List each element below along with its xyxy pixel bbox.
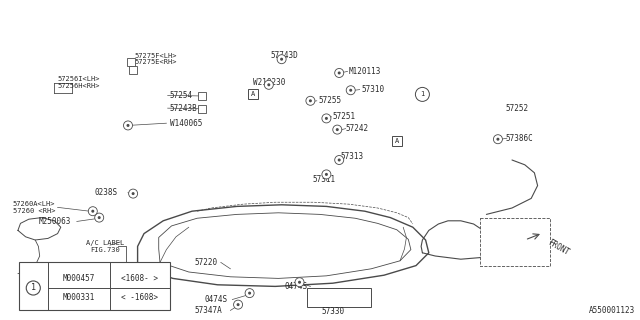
Circle shape bbox=[349, 89, 352, 92]
Text: W210230: W210230 bbox=[253, 78, 285, 87]
Text: W140065: W140065 bbox=[170, 119, 202, 128]
Circle shape bbox=[237, 303, 239, 306]
Text: 0474S: 0474S bbox=[284, 282, 307, 291]
Circle shape bbox=[277, 55, 286, 64]
Text: 57242: 57242 bbox=[346, 124, 369, 133]
Text: M120113: M120113 bbox=[349, 67, 381, 76]
Text: 1: 1 bbox=[420, 92, 424, 97]
Circle shape bbox=[325, 117, 328, 120]
Circle shape bbox=[88, 207, 97, 216]
Circle shape bbox=[497, 138, 499, 141]
Circle shape bbox=[309, 99, 312, 102]
Bar bbox=[127, 58, 135, 66]
Text: FRONT: FRONT bbox=[546, 238, 570, 258]
Text: A550001123: A550001123 bbox=[589, 306, 635, 315]
Text: 57252: 57252 bbox=[506, 104, 529, 113]
Text: 57254: 57254 bbox=[170, 91, 193, 100]
Circle shape bbox=[95, 213, 104, 222]
Circle shape bbox=[335, 156, 344, 164]
Circle shape bbox=[127, 124, 129, 127]
Text: 57255: 57255 bbox=[319, 96, 342, 105]
Text: 57743D: 57743D bbox=[271, 51, 299, 60]
Text: 57260A<LH>: 57260A<LH> bbox=[13, 201, 55, 207]
Text: M250063: M250063 bbox=[38, 217, 71, 226]
Bar bbox=[198, 92, 206, 100]
Circle shape bbox=[346, 86, 355, 95]
Circle shape bbox=[234, 300, 243, 309]
Text: 57313: 57313 bbox=[340, 152, 364, 161]
Circle shape bbox=[26, 281, 40, 295]
Text: 57311: 57311 bbox=[313, 175, 336, 184]
Bar bbox=[307, 288, 371, 307]
Circle shape bbox=[335, 68, 344, 77]
Text: 57256H<RH>: 57256H<RH> bbox=[58, 83, 100, 89]
Text: M000457: M000457 bbox=[63, 274, 95, 283]
Circle shape bbox=[306, 96, 315, 105]
Bar bbox=[19, 262, 170, 310]
Bar bbox=[392, 136, 402, 146]
Circle shape bbox=[132, 192, 134, 195]
Circle shape bbox=[336, 128, 339, 131]
Circle shape bbox=[338, 71, 340, 75]
Text: 57251: 57251 bbox=[333, 112, 356, 121]
Text: 57260 <RH>: 57260 <RH> bbox=[13, 208, 55, 213]
Text: 57310: 57310 bbox=[362, 85, 385, 94]
Circle shape bbox=[298, 281, 301, 284]
Text: A: A bbox=[395, 138, 399, 144]
Circle shape bbox=[338, 158, 340, 162]
Circle shape bbox=[268, 83, 270, 86]
Bar bbox=[198, 105, 206, 113]
Text: 57243B: 57243B bbox=[170, 104, 197, 113]
Circle shape bbox=[325, 173, 328, 176]
Circle shape bbox=[333, 125, 342, 134]
Circle shape bbox=[493, 135, 502, 144]
Circle shape bbox=[322, 170, 331, 179]
Text: FIG.730: FIG.730 bbox=[91, 247, 120, 252]
Circle shape bbox=[92, 210, 94, 213]
Circle shape bbox=[264, 80, 273, 89]
Text: 57347A: 57347A bbox=[195, 306, 223, 315]
Text: 57256I<LH>: 57256I<LH> bbox=[58, 76, 100, 82]
Circle shape bbox=[245, 289, 254, 298]
Text: A/C LABEL: A/C LABEL bbox=[86, 240, 125, 245]
Bar bbox=[129, 66, 137, 74]
Text: 0238S: 0238S bbox=[95, 188, 118, 197]
Bar bbox=[480, 218, 550, 266]
Circle shape bbox=[98, 216, 100, 219]
Text: 0474S: 0474S bbox=[204, 295, 227, 304]
Text: 57220: 57220 bbox=[195, 258, 218, 267]
Circle shape bbox=[322, 114, 331, 123]
Text: 57386C: 57386C bbox=[506, 134, 533, 143]
Circle shape bbox=[415, 87, 429, 101]
Text: A: A bbox=[251, 92, 255, 97]
Circle shape bbox=[124, 121, 132, 130]
Circle shape bbox=[248, 292, 251, 295]
Text: 57275E<RH>: 57275E<RH> bbox=[134, 60, 177, 65]
Text: 57330: 57330 bbox=[321, 308, 344, 316]
Text: 57275F<LH>: 57275F<LH> bbox=[134, 53, 177, 59]
Text: M000331: M000331 bbox=[63, 293, 95, 302]
Text: <1608- >: <1608- > bbox=[122, 274, 158, 283]
Circle shape bbox=[295, 278, 304, 287]
Bar bbox=[248, 89, 258, 100]
Circle shape bbox=[280, 58, 283, 61]
Text: < -1608>: < -1608> bbox=[122, 293, 158, 302]
Circle shape bbox=[129, 189, 138, 198]
Text: 1: 1 bbox=[31, 284, 36, 292]
